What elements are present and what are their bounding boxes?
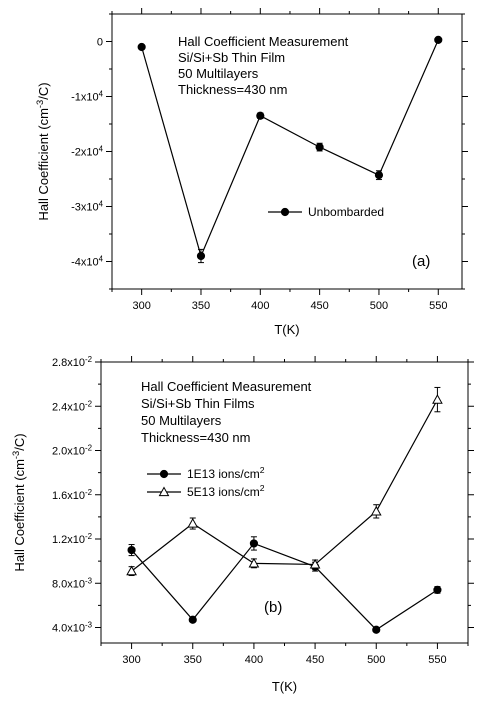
legend-entry: Unbombarded	[308, 205, 384, 219]
marker-filled-circle	[249, 539, 259, 548]
x-tick-label: 550	[429, 300, 447, 312]
annotation-line: Hall Coefficient Measurement	[178, 34, 349, 49]
marker-open-triangle	[248, 557, 260, 568]
y-tick-label: 2.4x10-2	[52, 399, 92, 414]
annotation-line: Si/Si+Sb Thin Film	[178, 50, 285, 65]
marker-open-triangle	[370, 505, 382, 516]
plot-frame	[111, 13, 463, 290]
series-line	[141, 39, 439, 258]
y-tick-label: 2.0x10-2	[52, 443, 92, 458]
marker-filled-circle	[374, 171, 384, 180]
chart-panel-b: 300 350 400 450 500 550 4.0x10-3 8.0x10-3 1.2x10…	[11, 355, 474, 694]
y-axis-label: Hall Coefficient (cm-3/C)	[35, 82, 51, 220]
marker-open-triangle	[187, 517, 199, 528]
y-tick-label: 0	[97, 37, 103, 49]
marker-filled-circle	[434, 35, 443, 44]
series-line	[131, 542, 438, 631]
marker-open-triangle	[158, 486, 170, 497]
y-tick-label: -4x104	[71, 254, 104, 269]
chart-panel-a: 300 350 400 450 500 550 0 -1x104 -2x104 -3x104 -4x…	[35, 8, 468, 337]
x-tick-label: 450	[306, 654, 324, 666]
marker-filled-circle	[372, 625, 381, 634]
legend: Unbombarded	[268, 205, 384, 219]
marker-filled-circle	[127, 545, 136, 555]
x-tick-label: 500	[370, 300, 388, 312]
legend: 1E13 ions/cm2 5E13 ions/cm2	[147, 465, 265, 499]
annotation-line: 50 Multilayers	[178, 66, 259, 81]
annotation-line: 50 Multilayers	[141, 413, 222, 428]
y-tick-label: 1.2x10-2	[52, 532, 92, 547]
legend-entry: 1E13 ions/cm2	[187, 465, 265, 481]
annotation-line: Si/Si+Sb Thin Films	[141, 396, 255, 411]
y-axis-label: Hall Coefficient (cm-3/C)	[11, 433, 27, 571]
x-axis-label: T(K)	[272, 679, 297, 694]
x-tick-label: 350	[184, 654, 202, 666]
x-tick-label: 300	[122, 654, 140, 666]
marker-open-triangle	[126, 565, 137, 576]
y-tick-label: -1x104	[71, 89, 104, 104]
x-tick-label: 400	[245, 654, 263, 666]
marker-open-triangle	[309, 558, 321, 569]
series-1	[127, 536, 442, 634]
annotation-line: Thickness=430 nm	[141, 430, 250, 445]
y-tick-label: 1.6x10-2	[52, 487, 92, 502]
marker-filled-circle	[315, 143, 324, 152]
series-1	[137, 35, 443, 264]
x-tick-label: 300	[132, 300, 150, 312]
marker-filled-circle	[159, 469, 169, 479]
x-tick-label: 450	[310, 300, 328, 312]
y-tick-label: 8.0x10-3	[52, 576, 93, 591]
x-tick-label: 350	[192, 300, 210, 312]
x-tick-label: 400	[251, 300, 269, 312]
marker-filled-circle	[433, 585, 442, 594]
marker-filled-circle	[256, 111, 265, 120]
legend-entry: 5E13 ions/cm2	[187, 483, 265, 499]
x-tick-label: 500	[367, 654, 385, 666]
series-2	[126, 386, 443, 577]
annotation-line: Thickness=430 nm	[178, 82, 287, 97]
y-tick-label: 4.0x10-3	[52, 620, 93, 635]
series-line	[131, 399, 438, 572]
marker-open-triangle	[432, 394, 443, 404]
panel-label: (b)	[264, 599, 282, 616]
marker-filled-circle	[188, 615, 197, 624]
y-tick-label: 2.8x10-2	[52, 355, 92, 370]
panel-label: (a)	[412, 253, 430, 270]
y-tick-label: -2x104	[71, 144, 104, 159]
y-tick-label: -3x104	[71, 199, 104, 214]
marker-filled-circle	[280, 207, 290, 217]
x-tick-label: 550	[428, 654, 446, 666]
annotation-line: Hall Coefficient Measurement	[141, 379, 312, 394]
x-axis-label: T(K)	[274, 322, 299, 337]
marker-filled-circle	[137, 42, 146, 52]
marker-filled-circle	[196, 251, 206, 261]
